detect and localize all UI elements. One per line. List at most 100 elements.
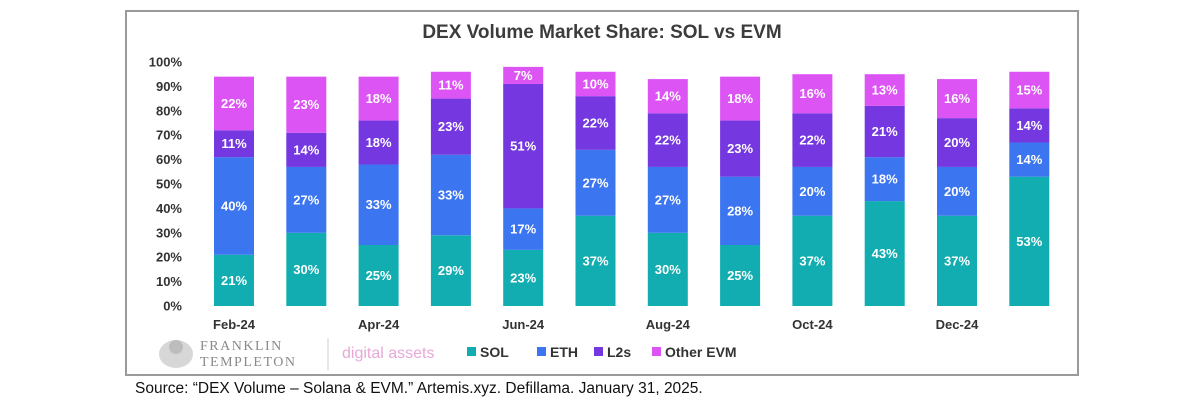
bar-segment-eth — [430, 154, 471, 236]
bar-segment-sol — [286, 232, 327, 306]
bar-segment-eth — [575, 149, 616, 216]
x-axis: Feb-24 Apr-24 Jun-24 Aug-24 Oct-24 Dec-24 — [213, 317, 979, 332]
bar-segment-other-evm — [358, 76, 399, 121]
bar-segment-other-evm — [937, 79, 977, 119]
legend-swatch — [594, 347, 603, 356]
bar-segment-eth — [214, 157, 254, 255]
legend-label: Other EVM — [665, 344, 737, 360]
x-tick-label: Feb-24 — [213, 317, 256, 332]
data-label: 30% — [655, 262, 681, 277]
data-label: 11% — [438, 78, 464, 93]
data-label: 14% — [1016, 118, 1042, 133]
data-label: 30% — [293, 262, 319, 277]
bar-segment-other-evm — [720, 76, 761, 121]
data-label: 13% — [872, 83, 898, 98]
legend-swatch — [652, 347, 661, 356]
data-label: 27% — [293, 192, 319, 207]
bar-segment-eth — [720, 176, 761, 245]
legend-swatch — [537, 347, 546, 356]
bar-segment-other-evm — [503, 66, 544, 84]
x-tick-label: Apr-24 — [358, 317, 400, 332]
legend-swatch — [467, 347, 476, 356]
y-tick-label: 60% — [156, 152, 182, 167]
y-tick-label: 20% — [156, 250, 182, 265]
bar-segment-l2s — [214, 130, 254, 158]
data-label: 53% — [1016, 234, 1042, 249]
data-label: 23% — [727, 141, 753, 156]
bar-segment-l2s — [503, 83, 544, 209]
y-axis: 0% 10% 20% 30% 40% 50% 60% 70% 80% 90% 100% — [149, 55, 183, 314]
y-tick-label: 70% — [156, 128, 182, 143]
y-tick-label: 40% — [156, 201, 182, 216]
bar-segment-other-evm — [792, 74, 833, 114]
data-label: 27% — [655, 192, 681, 207]
bar-segment-other-evm — [575, 71, 616, 97]
data-label: 33% — [438, 187, 464, 202]
data-label: 23% — [293, 97, 319, 112]
data-label: 10% — [582, 76, 608, 91]
data-label: 16% — [944, 91, 970, 106]
y-tick-label: 0% — [163, 299, 182, 314]
data-label: 14% — [293, 142, 319, 157]
bars: 21% 40% 11% 22% 30% 27% 14% 23% 25% 33% 18% 18% 29% 3… — [214, 66, 1050, 306]
data-label: 37% — [582, 253, 608, 268]
brand-line-1: FRANKLIN — [200, 339, 283, 354]
bar-segment-other-evm — [430, 71, 471, 99]
bar-segment-l2s — [358, 120, 399, 165]
data-label: 22% — [655, 133, 681, 148]
bar-segment-l2s — [286, 132, 327, 167]
bar-segment-eth — [937, 166, 977, 216]
data-label: 33% — [366, 197, 392, 212]
data-label: 29% — [438, 263, 464, 278]
bar-segment-sol — [214, 254, 254, 306]
bar-segment-l2s — [1009, 108, 1050, 143]
data-label: 16% — [799, 86, 825, 101]
y-tick-label: 50% — [156, 177, 182, 192]
y-tick-label: 30% — [156, 225, 182, 240]
bar-segment-other-evm — [1009, 71, 1050, 109]
bar-segment-l2s — [937, 118, 977, 167]
data-label: 20% — [944, 135, 970, 150]
data-label: 14% — [655, 89, 681, 104]
data-label: 22% — [582, 116, 608, 131]
bar-segment-l2s — [864, 105, 905, 158]
data-label: 43% — [872, 246, 898, 261]
data-label: 21% — [221, 273, 247, 288]
bar-segment-l2s — [647, 113, 688, 167]
data-label: 20% — [799, 184, 825, 199]
bar-segment-sol — [720, 245, 761, 306]
data-label: 11% — [221, 136, 247, 151]
x-tick-label: Oct-24 — [792, 317, 833, 332]
data-label: 23% — [438, 119, 464, 134]
data-label: 23% — [510, 270, 536, 285]
bar-segment-other-evm — [214, 76, 254, 131]
data-label: 15% — [1016, 83, 1042, 98]
data-label: 27% — [582, 175, 608, 190]
bar-segment-l2s — [720, 120, 761, 177]
bar-segment-sol — [937, 215, 977, 306]
bar-segment-sol — [575, 215, 616, 306]
bar-segment-eth — [286, 166, 327, 233]
data-label: 22% — [799, 133, 825, 148]
bar-segment-other-evm — [647, 79, 688, 114]
data-label: 40% — [221, 198, 247, 213]
bar-segment-eth — [358, 164, 399, 245]
data-label: 37% — [799, 253, 825, 268]
data-label: 25% — [727, 268, 753, 283]
legend: SOL ETH L2s Other EVM — [467, 344, 737, 360]
y-tick-label: 90% — [156, 79, 182, 94]
data-label: 22% — [221, 96, 247, 111]
data-label: 20% — [944, 184, 970, 199]
data-label: 51% — [510, 139, 536, 154]
bar-segment-l2s — [430, 98, 471, 155]
data-label: 18% — [366, 135, 392, 150]
data-label: 28% — [727, 203, 753, 218]
data-label: 14% — [1016, 152, 1042, 167]
brand-line-2: TEMPLETON — [200, 355, 296, 370]
bar-segment-sol — [1009, 176, 1050, 306]
bar-segment-eth — [503, 208, 544, 250]
y-tick-label: 100% — [149, 55, 183, 70]
legend-label: SOL — [480, 344, 509, 360]
data-label: 17% — [510, 222, 536, 237]
